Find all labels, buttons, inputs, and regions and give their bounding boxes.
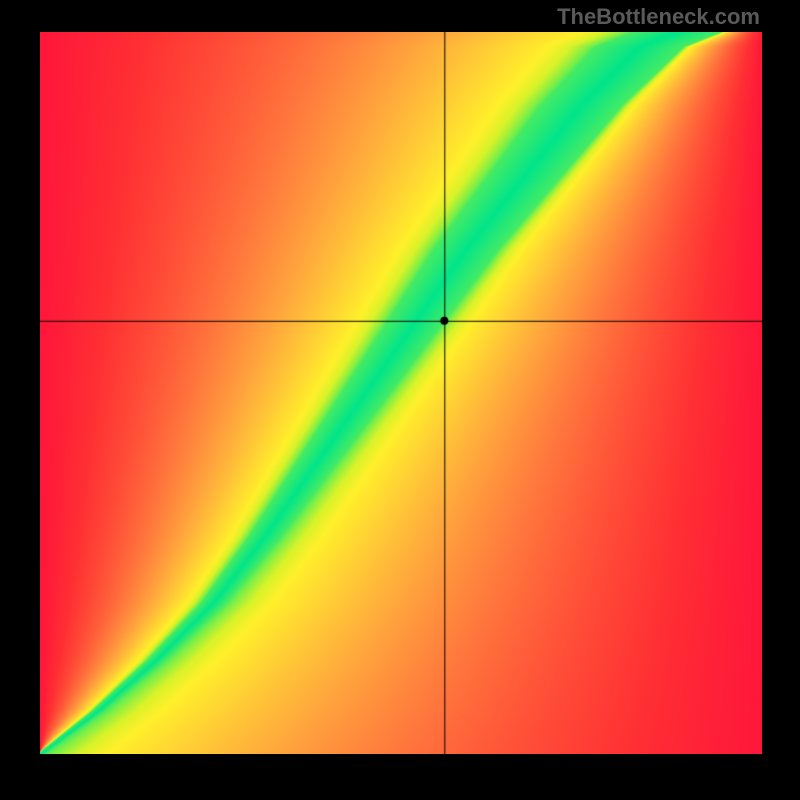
watermark-text: TheBottleneck.com: [557, 4, 760, 30]
heatmap-canvas: [40, 32, 762, 754]
chart-container: TheBottleneck.com: [0, 0, 800, 800]
heatmap-chart: [40, 32, 762, 754]
